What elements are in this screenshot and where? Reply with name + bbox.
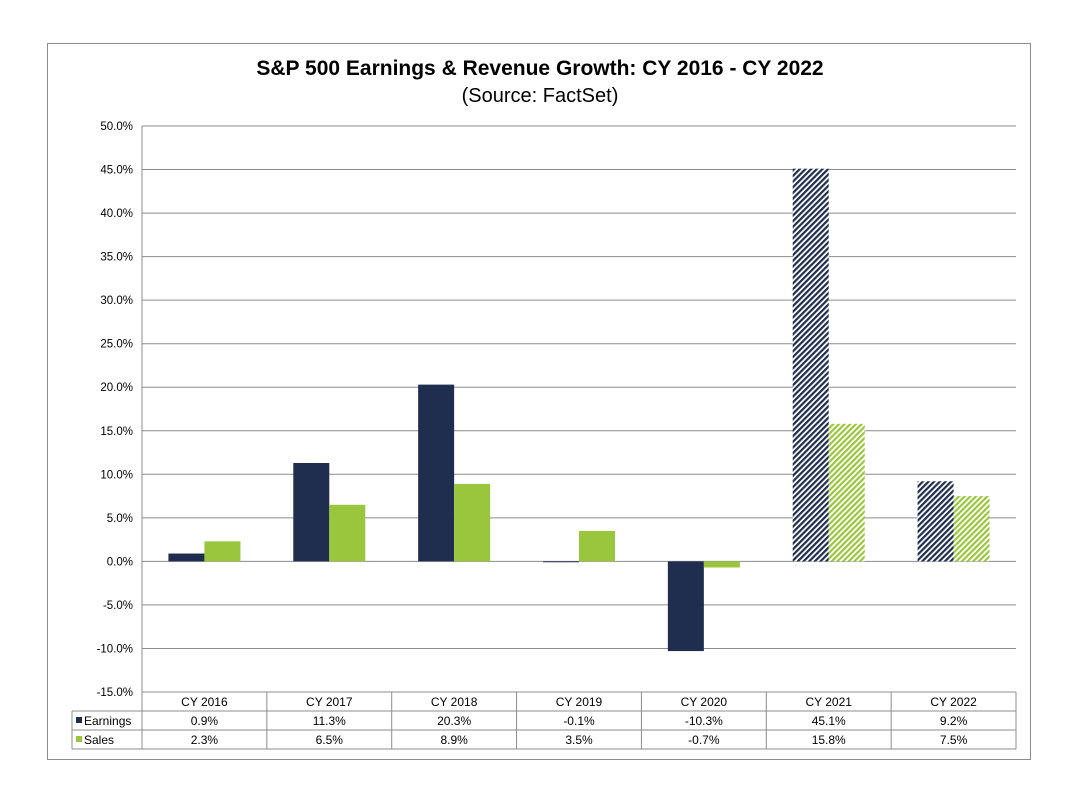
y-tick-label: 5.0% <box>107 513 133 525</box>
y-tick-label: 20.0% <box>100 382 133 394</box>
earnings-bar <box>792 168 829 562</box>
data-label: 7.5% <box>940 733 968 747</box>
chart-subtitle: (Source: FactSet) <box>461 85 619 107</box>
chart-frame <box>47 43 1031 760</box>
data-label: -0.7% <box>688 733 720 747</box>
data-label: 3.5% <box>565 733 593 747</box>
sales-bar <box>828 423 865 562</box>
data-label: 6.5% <box>316 733 344 747</box>
data-label: -0.1% <box>563 714 595 728</box>
legend-label-sales: Sales <box>84 733 114 747</box>
chart-title: S&P 500 Earnings & Revenue Growth: CY 20… <box>256 57 824 80</box>
sales-bar <box>953 496 990 562</box>
x-category-label: CY 2018 <box>431 695 478 709</box>
data-label: 2.3% <box>191 733 219 747</box>
x-category-label: CY 2016 <box>181 695 228 709</box>
data-label: 0.9% <box>191 714 219 728</box>
y-tick-label: 40.0% <box>100 208 133 220</box>
earnings-bar <box>293 462 330 562</box>
y-tick-label: 30.0% <box>100 295 133 307</box>
x-category-label: CY 2021 <box>805 695 852 709</box>
x-category-label: CY 2019 <box>556 695 603 709</box>
data-label: 8.9% <box>440 733 468 747</box>
legend-key-sales <box>76 736 82 742</box>
x-category-label: CY 2022 <box>930 695 977 709</box>
legend-label-earnings: Earnings <box>84 714 131 728</box>
data-label: 11.3% <box>313 714 346 728</box>
sales-bar <box>329 504 366 562</box>
data-label: -10.3% <box>685 714 723 728</box>
data-label: 20.3% <box>437 714 471 728</box>
x-category-label: CY 2017 <box>306 695 353 709</box>
legend-key-earnings <box>76 717 82 723</box>
y-tick-label: 45.0% <box>100 165 133 177</box>
y-tick-label: -15.0% <box>97 687 133 699</box>
earnings-bar <box>168 553 205 562</box>
sales-bar <box>454 483 491 562</box>
y-tick-label: -5.0% <box>103 600 133 612</box>
sales-bar <box>204 541 241 562</box>
sales-bar <box>703 561 740 568</box>
y-tick-label: 25.0% <box>100 339 133 351</box>
earnings-bar <box>418 384 455 562</box>
earnings-bar <box>917 481 954 562</box>
earnings-bar <box>543 561 579 563</box>
sales-bar <box>579 530 615 562</box>
y-tick-label: 35.0% <box>100 252 133 264</box>
earnings-bar <box>667 561 704 652</box>
data-label: 45.1% <box>812 714 846 728</box>
y-tick-label: -10.0% <box>97 643 133 655</box>
y-tick-label: 15.0% <box>100 426 133 438</box>
y-tick-label: 0.0% <box>107 556 133 568</box>
data-label: 15.8% <box>812 733 846 747</box>
data-label: 9.2% <box>940 714 968 728</box>
y-tick-label: 10.0% <box>100 469 133 481</box>
y-tick-label: 50.0% <box>100 121 133 133</box>
x-category-label: CY 2020 <box>681 695 728 709</box>
